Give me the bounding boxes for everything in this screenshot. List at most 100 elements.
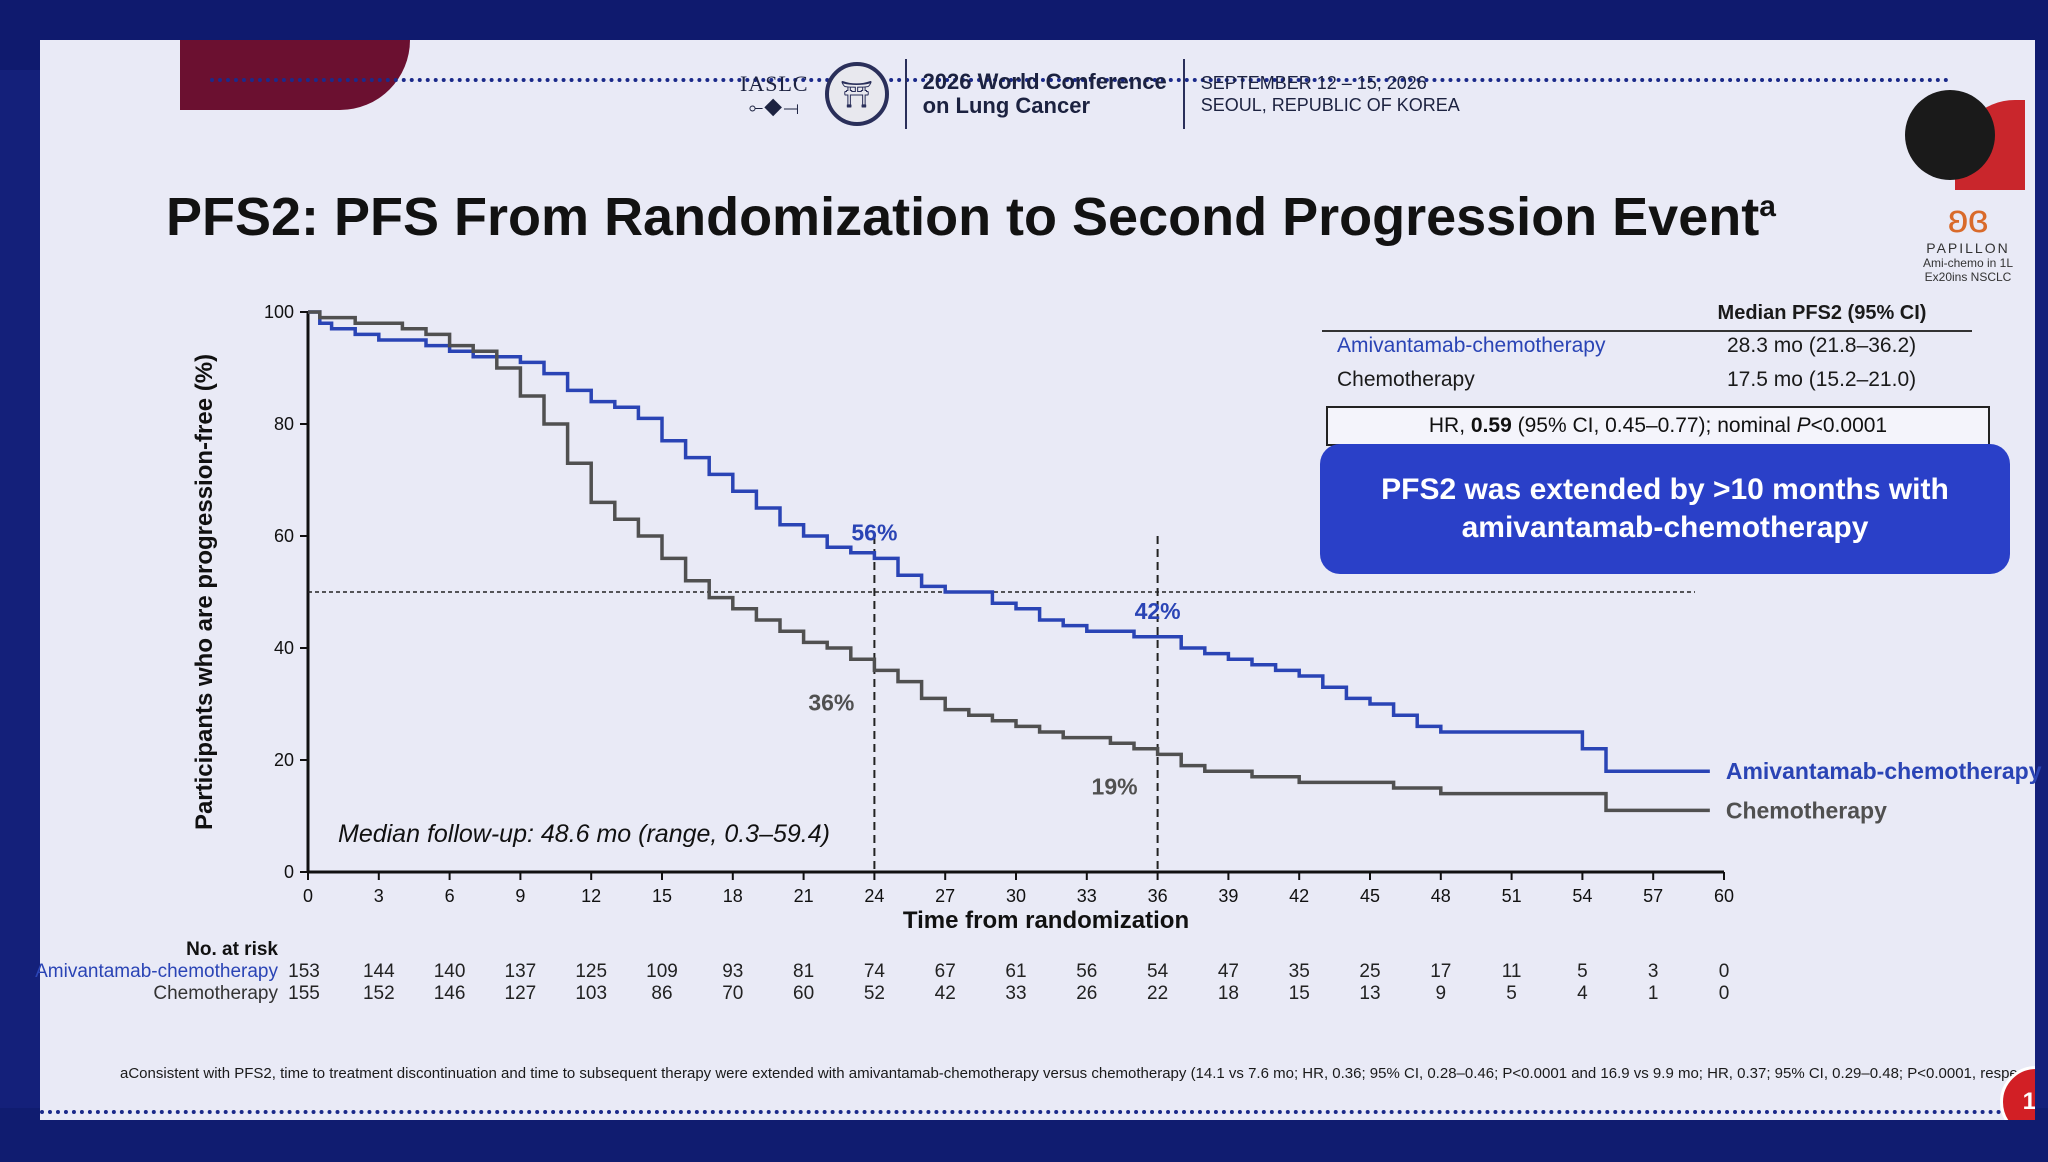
hr-p-symbol: P (1796, 414, 1811, 437)
conference-name-line1: 2026 World Conference (922, 69, 1167, 94)
risk-value: 60 (793, 983, 814, 1004)
brand-subtitle-2: Ex20ins NSCLC (1924, 270, 2012, 284)
landmark-annotation: 42% (1135, 598, 1181, 624)
risk-value: 3 (1648, 961, 1659, 982)
risk-value: 61 (1005, 961, 1026, 982)
median-table-rule (1322, 330, 1972, 332)
key-message-callout: PFS2 was extended by >10 months with ami… (1320, 444, 2010, 574)
risk-value: 33 (1005, 983, 1026, 1004)
x-tick-label: 3 (374, 886, 384, 906)
follow-up-note: Median follow-up: 48.6 mo (range, 0.3–59… (338, 820, 830, 848)
lung-icon: ⟜◆⟞ (748, 96, 800, 117)
risk-value: 35 (1289, 961, 1310, 982)
landmark-annotation: 56% (851, 519, 897, 545)
risk-value: 67 (935, 961, 956, 982)
median-arm2-value: 17.5 mo (15.2–21.0) (1727, 368, 1917, 391)
risk-value: 11 (1502, 961, 1522, 982)
slide: IASLC ⟜◆⟞ ⛩ 2026 World Conference on Lun… (40, 40, 2035, 1120)
risk-value: 155 (288, 983, 320, 1004)
y-tick-label: 80 (274, 414, 294, 434)
risk-value: 146 (434, 983, 466, 1004)
x-tick-label: 36 (1148, 886, 1168, 906)
hr-ci: (95% CI, 0.45–0.77); nominal (1511, 414, 1797, 437)
x-tick-label: 51 (1502, 886, 1522, 906)
risk-value: 18 (1218, 983, 1239, 1004)
risk-value: 42 (935, 983, 956, 1004)
x-tick-label: 18 (723, 886, 743, 906)
risk-value: 103 (575, 983, 607, 1004)
median-arm2-name: Chemotherapy (1337, 368, 1475, 391)
header-divider (1182, 59, 1185, 129)
dotted-divider-bottom (40, 1110, 2035, 1114)
x-tick-label: 60 (1714, 886, 1734, 906)
x-tick-label: 27 (935, 886, 955, 906)
x-tick-label: 15 (652, 886, 672, 906)
y-tick-label: 40 (274, 638, 294, 658)
slide-title: PFS2: PFS From Randomization to Second P… (166, 186, 1776, 248)
chart-series (308, 310, 1710, 813)
risk-value: 140 (434, 961, 466, 982)
x-tick-label: 48 (1431, 886, 1451, 906)
risk-value: 93 (722, 961, 743, 982)
iaslc-logo: IASLC ⟜◆⟞ (740, 71, 809, 118)
risk-value: 0 (1719, 961, 1730, 982)
risk-row-label: Amivantamab-chemotherapy (35, 961, 278, 982)
risk-value: 22 (1147, 983, 1168, 1004)
brand-subtitle-1: Ami-chemo in 1L (1922, 256, 2014, 270)
x-axis-title: Time from randomization (903, 907, 1189, 934)
risk-value: 26 (1076, 983, 1097, 1004)
x-tick-label: 54 (1572, 886, 1592, 906)
x-tick-label: 30 (1006, 886, 1026, 906)
risk-value: 56 (1076, 961, 1097, 982)
x-tick-label: 0 (303, 886, 313, 906)
median-arm1-value: 28.3 mo (21.8–36.2) (1727, 334, 1917, 357)
x-tick-label: 21 (794, 886, 814, 906)
x-tick-label: 42 (1289, 886, 1309, 906)
chart-labels: Amivantamab-chemotherapy Chemotherapy 56% 3… (35, 519, 2042, 1004)
median-arm1-name: Amivantamab-chemotherapy (1337, 334, 1606, 357)
risk-value: 127 (505, 983, 537, 1004)
x-tick-label: 45 (1360, 886, 1380, 906)
x-tick-label: 9 (515, 886, 525, 906)
conference-header: IASLC ⟜◆⟞ ⛩ 2026 World Conference on Lun… (740, 54, 1460, 134)
series-label: Chemotherapy (1726, 797, 1887, 823)
series-label: Amivantamab-chemotherapy (1726, 758, 2042, 784)
x-tick-label: 39 (1218, 886, 1238, 906)
risk-value: 15 (1289, 983, 1310, 1004)
x-tick-label: 33 (1077, 886, 1097, 906)
risk-value: 4 (1577, 983, 1588, 1004)
y-tick-label: 0 (284, 862, 294, 882)
dotted-divider-top (210, 78, 1950, 82)
footnote: aConsistent with PFS2, time to treatment… (120, 1065, 2035, 1082)
median-header: Median PFS2 (95% CI) (1717, 302, 1927, 324)
km-curve-amivantamab (308, 310, 1710, 773)
median-row-chemo: Chemotherapy 17.5 mo (15.2–21.0) (1337, 368, 1957, 392)
callout-line2: amivantamab-chemotherapy (1461, 511, 1869, 544)
org-name: IASLC (740, 70, 809, 96)
y-axis-title: Participants who are progression-free (%… (191, 354, 218, 830)
x-tick-label: 12 (581, 886, 601, 906)
km-curve-chemotherapy (308, 310, 1710, 813)
risk-value: 5 (1577, 961, 1588, 982)
x-tick-label: 6 (445, 886, 455, 906)
landmark-annotation: 36% (808, 689, 854, 715)
risk-value: 86 (651, 983, 672, 1004)
risk-value: 13 (1359, 983, 1380, 1004)
title-footnote-marker: a (1759, 190, 1776, 223)
risk-value: 74 (864, 961, 886, 982)
risk-value: 25 (1359, 961, 1380, 982)
slide-title-text: PFS2: PFS From Randomization to Second P… (166, 187, 1760, 247)
risk-value: 54 (1147, 961, 1169, 982)
risk-value: 0 (1719, 983, 1730, 1004)
conference-name: 2026 World Conference on Lung Cancer (923, 70, 1167, 118)
x-tick-label: 24 (864, 886, 884, 906)
page-number: 10 (2000, 1066, 2035, 1120)
conference-name-line2: on Lung Cancer (922, 93, 1091, 118)
conference-dates: SEPTEMBER 12 – 15, 2026 SEOUL, REPUBLIC … (1201, 72, 1460, 116)
risk-value: 125 (575, 961, 607, 982)
study-brand: ʚɞ PAPILLON Ami-chemo in 1L Ex20ins NSCL… (1918, 198, 2018, 284)
y-tick-label: 60 (274, 526, 294, 546)
risk-value: 70 (722, 983, 743, 1004)
